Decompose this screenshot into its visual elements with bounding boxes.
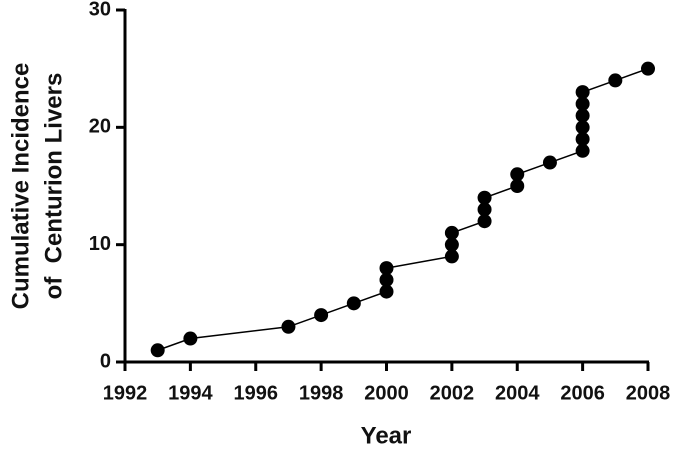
line: [157, 67, 649, 351]
x-tick-label: 1992: [103, 382, 148, 404]
y-tick-label: 0: [100, 350, 111, 372]
point: [477, 214, 492, 229]
point: [510, 167, 525, 182]
point: [379, 272, 394, 287]
point: [641, 61, 655, 76]
point: [575, 143, 590, 158]
x-tick-label: 1994: [168, 382, 213, 404]
point: [575, 132, 590, 147]
x-tick-label: 1998: [299, 382, 344, 404]
x-tick-label: 2006: [560, 382, 605, 404]
point: [510, 179, 525, 193]
point: [444, 225, 459, 240]
x-tick-label: 2008: [626, 382, 671, 404]
y-axis-title: Cumulative Incidence: [7, 63, 34, 310]
point: [575, 85, 590, 100]
point: [575, 120, 590, 135]
point: [346, 296, 361, 311]
y-axis-title: of Centurion Livers: [40, 73, 67, 300]
point: [575, 108, 590, 123]
point: [575, 96, 590, 111]
point: [379, 261, 394, 276]
point: [444, 249, 459, 264]
point: [444, 237, 459, 252]
point: [608, 73, 623, 88]
point: [314, 308, 329, 323]
y-tick-label: 30: [89, 0, 111, 20]
x-tick-label: 1996: [234, 382, 279, 404]
point: [183, 331, 198, 346]
x-axis-title: Year: [361, 422, 412, 449]
x-tick-label: 2000: [364, 382, 409, 404]
x-tick-label: 2004: [495, 382, 540, 404]
x-tick-label: 2002: [430, 382, 475, 404]
point: [150, 343, 165, 358]
point: [281, 319, 296, 334]
y-tick-label: 20: [89, 116, 111, 138]
point: [477, 202, 492, 217]
point: [542, 155, 557, 170]
point: [477, 190, 492, 205]
y-tick-label: 10: [89, 233, 111, 255]
point: [379, 284, 394, 299]
